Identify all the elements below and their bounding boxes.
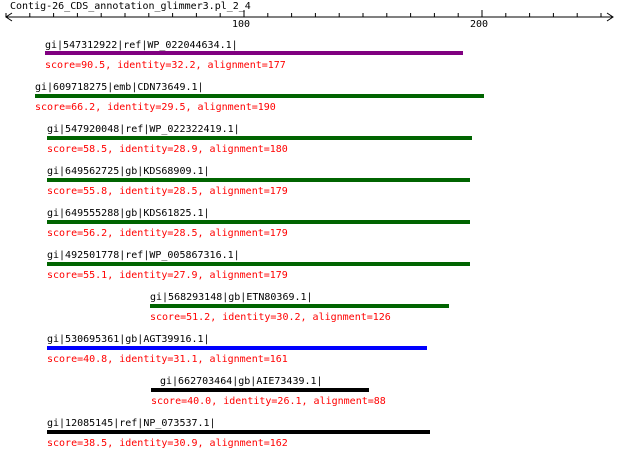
hit-score: score=90.5, identity=32.2, alignment=177 (45, 60, 286, 71)
hit-bar[interactable] (35, 94, 484, 98)
hit-label[interactable]: gi|609718275|emb|CDN73649.1| (35, 82, 204, 93)
hit-label[interactable]: gi|12085145|ref|NP_073537.1| (47, 418, 216, 429)
hit-bar[interactable] (47, 346, 427, 350)
hit-score: score=40.0, identity=26.1, alignment=88 (151, 396, 386, 407)
hit-score: score=40.8, identity=31.1, alignment=161 (47, 354, 288, 365)
ruler-tick-label-200: 200 (470, 19, 489, 30)
hit-label[interactable]: gi|547920048|ref|WP_022322419.1| (47, 124, 240, 135)
hit-score: score=51.2, identity=30.2, alignment=126 (150, 312, 391, 323)
figure-title: Contig-26_CDS_annotation_glimmer3.pl_2_4 (10, 1, 251, 12)
ruler-tick-label-100: 100 (232, 19, 251, 30)
hit-score: score=38.5, identity=30.9, alignment=162 (47, 438, 288, 449)
hit-bar[interactable] (47, 178, 470, 182)
hit-label[interactable]: gi|492501778|ref|WP_005867316.1| (47, 250, 240, 261)
hit-bar[interactable] (151, 388, 369, 392)
hit-score: score=58.5, identity=28.9, alignment=180 (47, 144, 288, 155)
hit-label[interactable]: gi|568293148|gb|ETN80369.1| (150, 292, 313, 303)
hit-score: score=66.2, identity=29.5, alignment=190 (35, 102, 276, 113)
hit-label[interactable]: gi|662703464|gb|AIE73439.1| (160, 376, 323, 387)
hit-bar[interactable] (47, 220, 470, 224)
hit-label[interactable]: gi|530695361|gb|AGT39916.1| (47, 334, 210, 345)
hit-bar[interactable] (47, 136, 472, 140)
position-ruler (5, 10, 614, 22)
hit-bar[interactable] (47, 262, 470, 266)
hit-score: score=56.2, identity=28.5, alignment=179 (47, 228, 288, 239)
hit-score: score=55.8, identity=28.5, alignment=179 (47, 186, 288, 197)
hit-label[interactable]: gi|649555288|gb|KDS61825.1| (47, 208, 210, 219)
hit-score: score=55.1, identity=27.9, alignment=179 (47, 270, 288, 281)
hit-bar[interactable] (47, 430, 430, 434)
hit-label[interactable]: gi|547312922|ref|WP_022044634.1| (45, 40, 238, 51)
hit-bar[interactable] (45, 51, 463, 55)
hit-bar[interactable] (150, 304, 449, 308)
hit-label[interactable]: gi|649562725|gb|KDS68909.1| (47, 166, 210, 177)
